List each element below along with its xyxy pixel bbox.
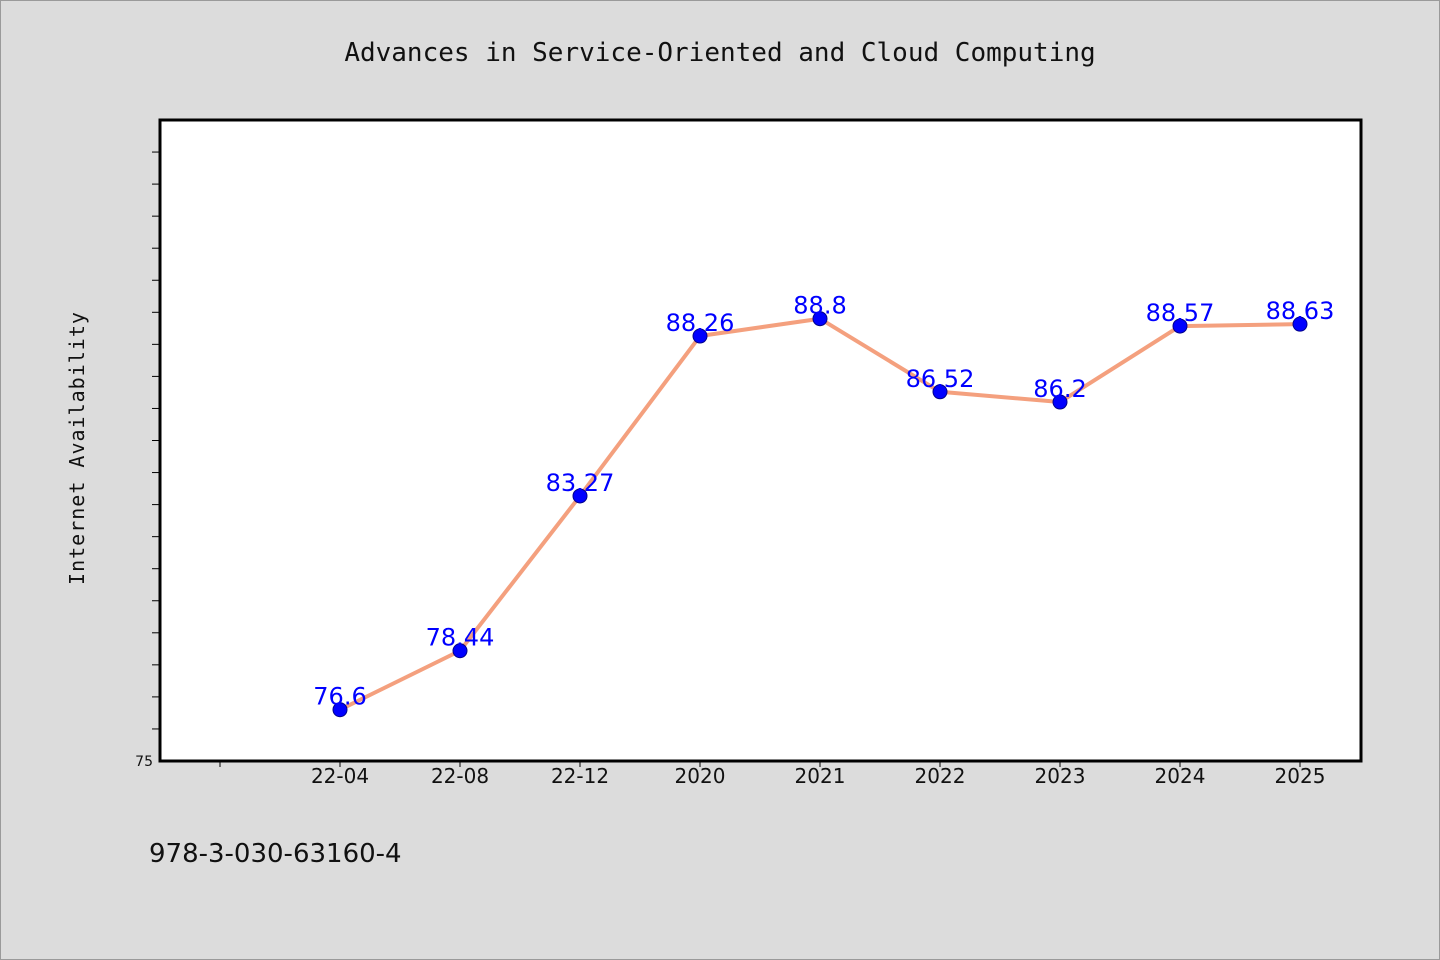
y-tick-label: 75 bbox=[135, 754, 153, 770]
y-axis-ticks: 75 bbox=[135, 151, 160, 770]
data-point bbox=[692, 328, 708, 344]
series-markers-group bbox=[332, 311, 1308, 718]
data-labels-group: 76.6 78.44 83.27 88.26 88.8 86.52 86.2 88.57 88.… bbox=[313, 292, 1334, 711]
plot-area bbox=[158, 118, 1363, 763]
data-label: 78.44 bbox=[426, 624, 495, 652]
chart-title: Advances in Service-Oriented and Cloud C… bbox=[344, 38, 1095, 68]
data-point bbox=[572, 488, 588, 504]
data-label: 88.26 bbox=[666, 309, 735, 337]
data-label: 88.63 bbox=[1266, 297, 1335, 325]
x-tick-label: 2022 bbox=[915, 764, 966, 788]
data-label: 86.52 bbox=[906, 365, 975, 393]
x-tick-label: 2025 bbox=[1275, 764, 1326, 788]
data-label: 76.6 bbox=[313, 683, 366, 711]
x-tick-label: 2024 bbox=[1155, 764, 1206, 788]
data-point bbox=[932, 384, 948, 400]
x-tick-label: 22-08 bbox=[431, 764, 489, 788]
x-tick-label: 2021 bbox=[795, 764, 846, 788]
data-label: 86.2 bbox=[1033, 375, 1086, 403]
data-point bbox=[1292, 316, 1308, 332]
data-label: 83.27 bbox=[546, 469, 615, 497]
x-tick-label: 22-12 bbox=[551, 764, 609, 788]
x-tick-label: 22-04 bbox=[311, 764, 369, 788]
x-axis-ticks: 22-04 22-08 22-12 2020 2021 2022 2023 2024 2025 bbox=[219, 761, 1326, 788]
data-point bbox=[452, 643, 468, 659]
y-axis-label: Internet Availability bbox=[65, 311, 89, 585]
x-tick-label: 2023 bbox=[1035, 764, 1086, 788]
data-point bbox=[1052, 394, 1068, 410]
data-point bbox=[1172, 318, 1188, 334]
data-point bbox=[332, 702, 348, 718]
data-label: 88.8 bbox=[793, 292, 846, 320]
x-tick-label: 2020 bbox=[675, 764, 726, 788]
footer-isbn: 978-3-030-63160-4 bbox=[149, 839, 402, 869]
data-label: 88.57 bbox=[1146, 299, 1215, 327]
data-point bbox=[812, 311, 828, 327]
